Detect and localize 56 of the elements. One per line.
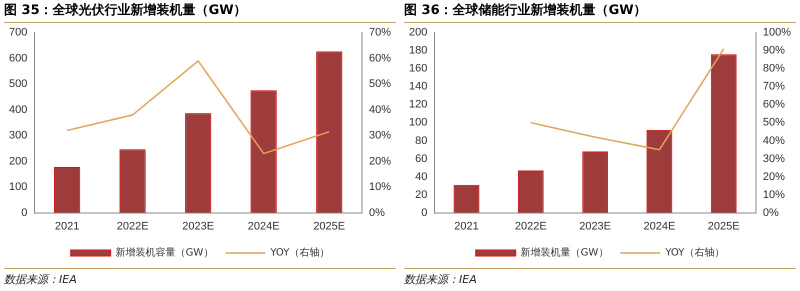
y2-tick-label: 40% (368, 104, 392, 116)
x-tick-label: 2025E (313, 220, 346, 232)
y2-tick-label: 80% (762, 62, 786, 75)
y2-tick-label: 70% (368, 26, 392, 39)
y2-tick-label: 60% (368, 52, 392, 64)
y-tick-label: 200 (8, 155, 28, 168)
y-tick-label: 100 (8, 181, 28, 194)
y-tick-label: 140 (408, 80, 428, 93)
y-tick-label: 160 (408, 62, 428, 75)
x-tick-label: 2022E (514, 220, 547, 232)
legend-label: 新增装机量（GW） (520, 246, 608, 259)
y-tick-label: 300 (8, 130, 28, 142)
source-note: 数据来源：IEA (404, 268, 796, 291)
x-tick-label: 2024E (248, 220, 280, 232)
y-tick-label: 180 (408, 44, 428, 57)
y-tick-label: 120 (408, 98, 428, 111)
x-tick-label: 2024E (644, 220, 676, 232)
y2-tick-label: 10% (368, 181, 392, 194)
y-tick-label: 400 (8, 104, 28, 116)
x-tick-label: 2023E (579, 220, 612, 232)
y2-tick-label: 20% (762, 170, 786, 183)
y-tick-label: 100 (408, 116, 428, 129)
y-tick-label: 200 (408, 26, 428, 39)
y2-tick-label: 70% (762, 80, 786, 93)
y-tick-label: 0 (421, 206, 428, 219)
y2-tick-label: 10% (762, 188, 786, 201)
y2-tick-label: 50% (762, 116, 786, 129)
y2-tick-label: 0% (368, 206, 386, 219)
y2-tick-label: 90% (762, 44, 786, 57)
y2-tick-label: 0% (762, 206, 779, 219)
y-tick-label: 60 (415, 152, 428, 165)
y2-tick-label: 40% (762, 134, 786, 147)
x-tick-label: 2025E (708, 220, 740, 232)
legend-label: YOY（右轴） (664, 246, 724, 259)
x-tick-label: 2021 (54, 220, 80, 232)
chart-title: 图 35：全球光伏行业新增装机量（GW） (4, 0, 396, 23)
legend-label: 新增装机容量（GW） (116, 246, 214, 259)
source-note: 数据来源：IEA (4, 268, 396, 291)
y2-tick-label: 20% (368, 155, 392, 168)
legend-label: YOY（右轴） (269, 246, 330, 259)
y-tick-label: 0 (21, 206, 28, 219)
y-tick-label: 700 (8, 26, 28, 39)
y2-tick-label: 50% (368, 78, 392, 90)
x-tick-label: 2022E (116, 220, 149, 232)
y-tick-label: 20 (415, 188, 428, 201)
y2-tick-label: 30% (368, 130, 392, 142)
y-tick-label: 80 (415, 134, 428, 147)
y-tick-label: 500 (8, 78, 28, 90)
x-tick-label: 2023E (182, 220, 214, 232)
y2-tick-label: 60% (762, 98, 786, 111)
y-tick-label: 40 (415, 170, 428, 183)
y2-tick-label: 100% (762, 26, 792, 39)
y-tick-label: 600 (8, 52, 28, 64)
y2-tick-label: 30% (762, 152, 786, 165)
chart-title: 图 36：全球储能行业新增装机量（GW） (404, 0, 796, 23)
x-tick-label: 2021 (454, 220, 479, 232)
